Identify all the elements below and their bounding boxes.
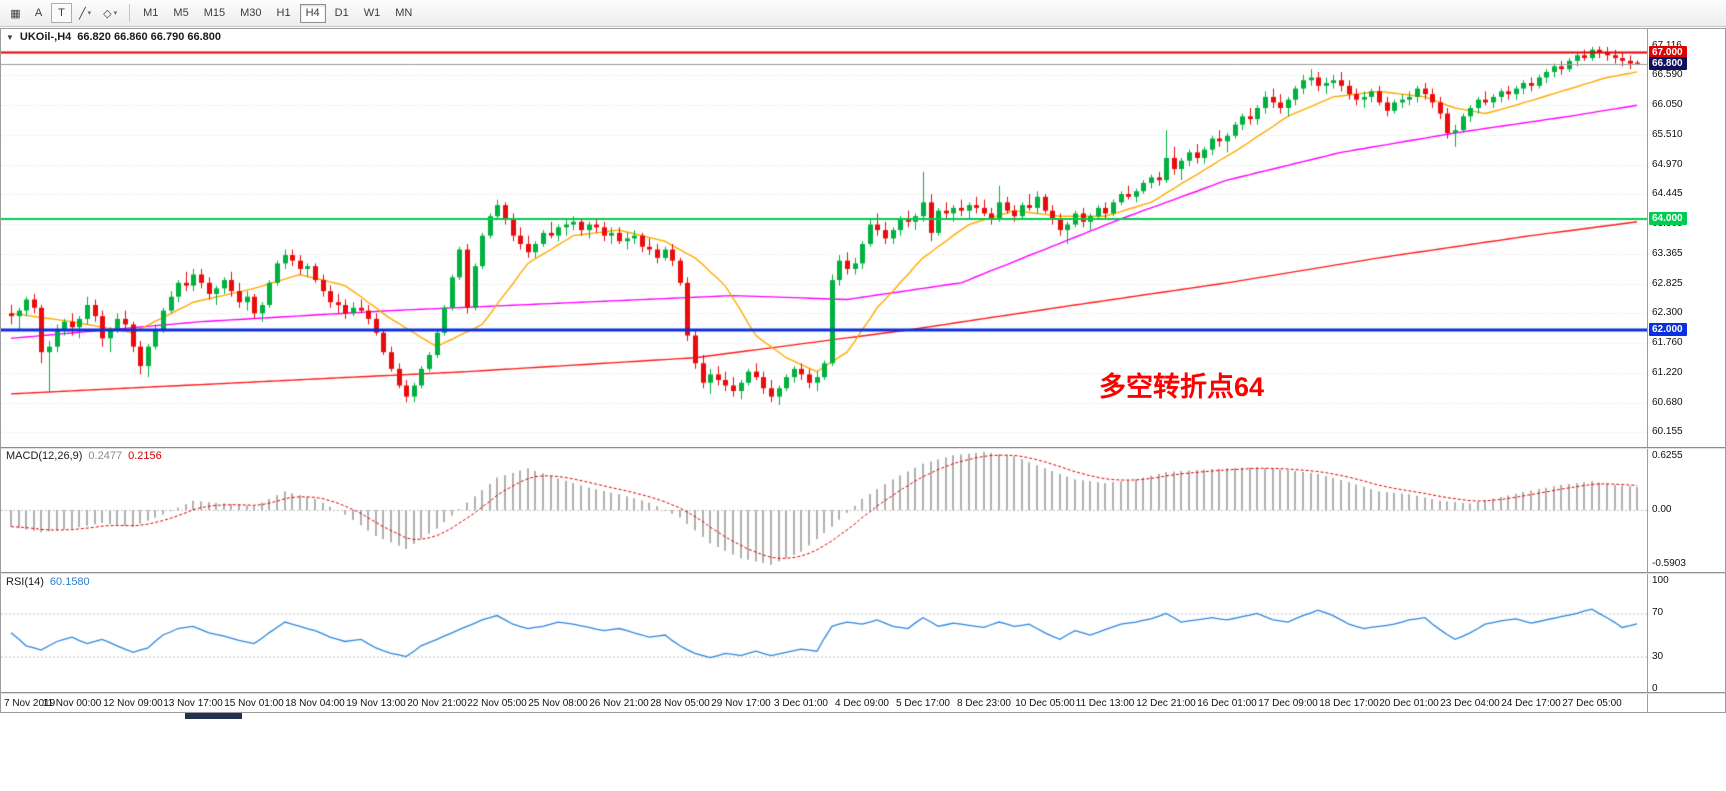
time-axis-label: 29 Nov 17:00 [711, 698, 771, 709]
time-axis-label: 22 Nov 05:00 [467, 698, 527, 709]
dropdown-caret-icon: ▾ [113, 10, 118, 17]
chart-symbol-header: ▼ UKOil-,H4 66.820 66.860 66.790 66.800 [6, 31, 221, 43]
timeframe-M1[interactable]: M1 [143, 7, 159, 19]
time-axis-label: 16 Dec 01:00 [1197, 698, 1257, 709]
draw-shapes-button[interactable]: ◇ ▾ [98, 3, 122, 23]
price-axis-label: 61.760 [1652, 337, 1683, 349]
time-axis-label: 7 Nov 2019 [4, 698, 56, 709]
text-box-icon: T [58, 7, 65, 19]
price-axis-label: 66.590 [1652, 69, 1683, 81]
price-line-label-chip: 67.000 [1649, 45, 1687, 59]
price-chart-canvas[interactable] [1, 29, 1647, 712]
drawing-tools-group: ▦ A T ╱ ▾ ◇ ▾ [5, 3, 122, 23]
draw-lines-icon: ╱ [79, 7, 86, 20]
time-axis-label: 20 Dec 01:00 [1379, 698, 1439, 709]
time-axis-label: 15 Nov 01:00 [224, 698, 284, 709]
macd-signal-value: 0.2156 [128, 450, 162, 462]
time-axis-label: 19 Nov 13:00 [346, 698, 406, 709]
chart-window: ▼ UKOil-,H4 66.820 66.860 66.790 66.800 … [0, 28, 1726, 713]
rsi-indicator-label: RSI(14) 60.1580 [6, 576, 90, 588]
macd-scale-label: 0.6255 [1652, 450, 1683, 461]
price-axis-label: 60.680 [1652, 397, 1683, 409]
toolbar-separator [129, 4, 131, 22]
text-box-button[interactable]: T [51, 3, 72, 23]
macd-scale-label: -0.5903 [1652, 557, 1686, 569]
time-axis-label: 26 Nov 21:00 [589, 698, 649, 709]
panel-separator[interactable] [1, 692, 1725, 694]
price-axis-label: 65.510 [1652, 129, 1683, 141]
timeframe-M15[interactable]: M15 [203, 7, 226, 19]
time-axis[interactable]: 7 Nov 2019 11 Nov 00:00 12 Nov 09:00 13 Nov… [1, 695, 1647, 712]
time-axis-label: 17 Dec 09:00 [1258, 698, 1318, 709]
rsi-value: 60.1580 [49, 576, 90, 588]
macd-scale-label: 0.00 [1652, 504, 1672, 515]
rsi-scale-label: 30 [1652, 650, 1664, 662]
price-axis-label: 64.970 [1652, 159, 1683, 171]
price-axis-label: 63.365 [1652, 248, 1683, 260]
macd-name: MACD(12,26,9) [6, 450, 83, 462]
dropdown-caret-icon: ▾ [87, 10, 92, 17]
timeframe-group: M1 M5 M15 M30 H1 H4 D1 W1 MN [137, 3, 419, 23]
timeframe-W1[interactable]: W1 [363, 7, 381, 19]
time-axis-label: 13 Nov 17:00 [163, 698, 223, 709]
rsi-scale-label: 0 [1652, 683, 1658, 694]
rsi-name: RSI(14) [6, 576, 44, 588]
chart-ohlc-label: 66.820 66.860 66.790 66.800 [77, 31, 222, 43]
draw-shapes-icon: ◇ [103, 7, 112, 20]
time-axis-label: 3 Dec 01:00 [774, 698, 828, 709]
text-label-button[interactable]: A [28, 3, 49, 23]
timeframe-H4[interactable]: H4 [299, 3, 326, 23]
panel-separator[interactable] [1, 572, 1725, 574]
new-chart-icon: ▦ [10, 7, 21, 20]
timeframe-H1[interactable]: H1 [276, 7, 291, 19]
timeframe-M30[interactable]: M30 [240, 7, 262, 19]
time-axis-label: 23 Dec 04:00 [1440, 698, 1500, 709]
draw-lines-button[interactable]: ╱ ▾ [74, 3, 96, 23]
price-axis-label: 64.445 [1652, 188, 1683, 200]
chart-symbol-label: UKOil-,H4 [19, 31, 72, 43]
panel-separator[interactable] [1, 447, 1725, 449]
timeframe-D1[interactable]: D1 [334, 7, 349, 19]
time-axis-label: 8 Dec 23:00 [957, 698, 1011, 709]
time-axis-label: 5 Dec 17:00 [896, 698, 950, 709]
price-axis-label: 62.825 [1652, 278, 1683, 290]
price-axis-label: 61.220 [1652, 367, 1683, 379]
rsi-scale-label: 100 [1652, 575, 1669, 586]
time-axis-label: 18 Dec 17:00 [1319, 698, 1379, 709]
time-axis-label: 18 Nov 04:00 [285, 698, 345, 709]
time-axis-label: 20 Nov 21:00 [407, 698, 467, 709]
time-axis-label: 11 Nov 00:00 [42, 698, 102, 709]
macd-main-value: 0.2477 [88, 450, 123, 462]
macd-indicator-label: MACD(12,26,9) 0.2477 0.2156 [6, 450, 162, 462]
new-chart-button[interactable]: ▦ [5, 3, 26, 23]
taskbar-fragment [185, 713, 242, 719]
price-line-label-chip: 62.000 [1649, 323, 1687, 336]
price-line-label-chip: 64.000 [1649, 212, 1687, 225]
bid-price-chip: 66.800 [1649, 56, 1687, 70]
collapse-objects-icon[interactable]: ▼ [6, 32, 14, 42]
price-axis-label: 62.300 [1652, 307, 1683, 319]
time-axis-label: 27 Dec 05:00 [1562, 698, 1622, 709]
time-axis-label: 12 Dec 21:00 [1136, 698, 1196, 709]
rsi-scale-label: 70 [1652, 607, 1664, 619]
chart-annotation-text: 多空转折点64 [1099, 372, 1265, 402]
price-axis-label: 66.050 [1652, 99, 1683, 111]
price-axis-label: 60.155 [1652, 426, 1683, 438]
time-axis-label: 12 Nov 09:00 [103, 698, 163, 709]
text-label-icon: A [34, 7, 43, 19]
timeframe-MN[interactable]: MN [395, 7, 413, 19]
time-axis-label: 10 Dec 05:00 [1015, 698, 1075, 709]
price-axis[interactable]: 67.11666.59066.05065.51064.97064.44563.9… [1647, 29, 1725, 712]
time-axis-label: 11 Dec 13:00 [1075, 698, 1135, 709]
time-axis-label: 24 Dec 17:00 [1501, 698, 1561, 709]
main-toolbar: ▦ A T ╱ ▾ ◇ ▾ M1 M5 M15 M30 H1 H4 D1 W1 MN [0, 0, 1726, 27]
time-axis-label: 28 Nov 05:00 [650, 698, 710, 709]
time-axis-label: 25 Nov 08:00 [528, 698, 588, 709]
timeframe-M5[interactable]: M5 [173, 7, 189, 19]
time-axis-label: 4 Dec 09:00 [835, 698, 889, 709]
